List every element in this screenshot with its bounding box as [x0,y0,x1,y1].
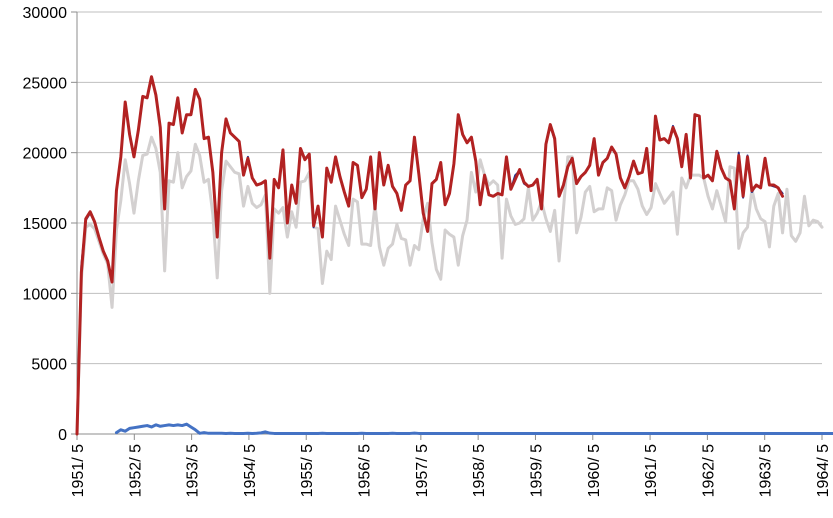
x-tick-label: 1955/ 5 [299,444,316,497]
x-tick-label: 1951/ 5 [70,444,87,497]
series-line-2 [114,422,833,435]
y-tick-label: 5000 [31,357,67,374]
y-tick-label: 0 [58,427,67,444]
x-tick-label: 1959/ 5 [528,444,545,497]
x-tick-label: 1957/ 5 [414,444,431,497]
y-tick-label: 10000 [23,286,68,303]
x-tick-label: 1953/ 5 [185,444,202,497]
x-tick-label: 1963/ 5 [758,444,775,497]
y-tick-label: 30000 [23,5,68,22]
y-tick-label: 20000 [23,146,68,163]
y-tick-labels: 0 5000 10000 15000 20000 25000 30000 [23,5,77,444]
x-tick-label: 1954/ 5 [242,444,259,497]
y-tick-label: 25000 [23,75,68,92]
y-tick-label: 15000 [23,216,68,233]
x-tick-labels: 1951/ 5 1952/ 5 1953/ 5 1954/ 5 1955/ 5 1956/… [70,434,832,497]
x-tick-label: 1961/ 5 [643,444,660,497]
gridlines [77,11,822,365]
series-line-4 [75,75,785,436]
series-lines [75,75,833,436]
x-tick-label: 1964/ 5 [815,444,832,497]
x-tick-label: 1962/ 5 [700,444,717,497]
x-tick-label: 1956/ 5 [357,444,374,497]
x-tick-label: 1952/ 5 [127,444,144,497]
x-tick-label: 1960/ 5 [586,444,603,497]
series-line-1 [75,135,824,436]
x-tick-label: 1958/ 5 [471,444,488,497]
